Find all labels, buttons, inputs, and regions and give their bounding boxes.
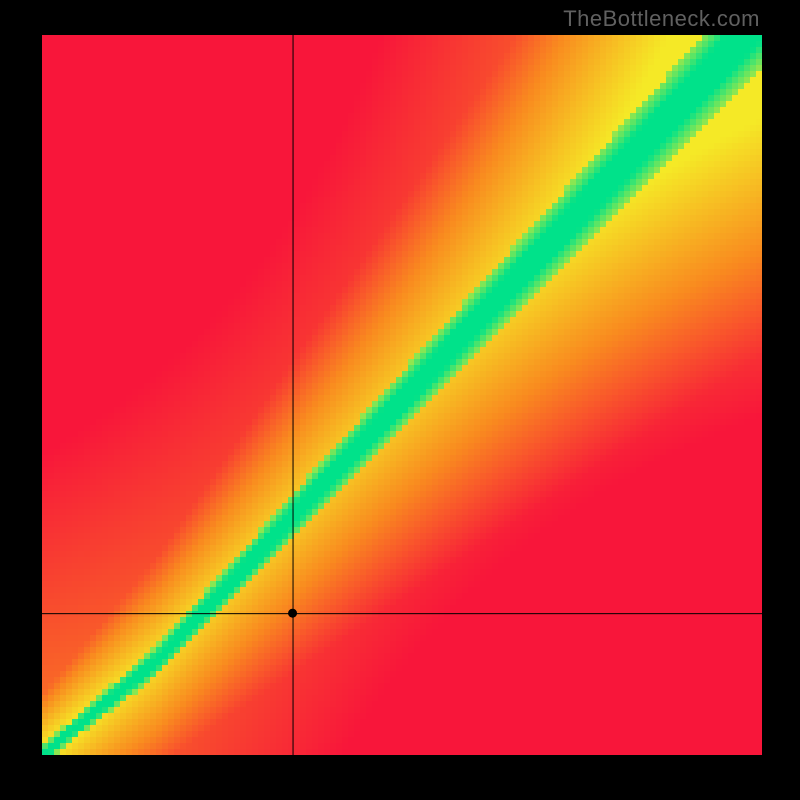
watermark-text: TheBottleneck.com — [563, 6, 760, 32]
heatmap-canvas — [42, 35, 762, 755]
heatmap-plot — [42, 35, 762, 755]
